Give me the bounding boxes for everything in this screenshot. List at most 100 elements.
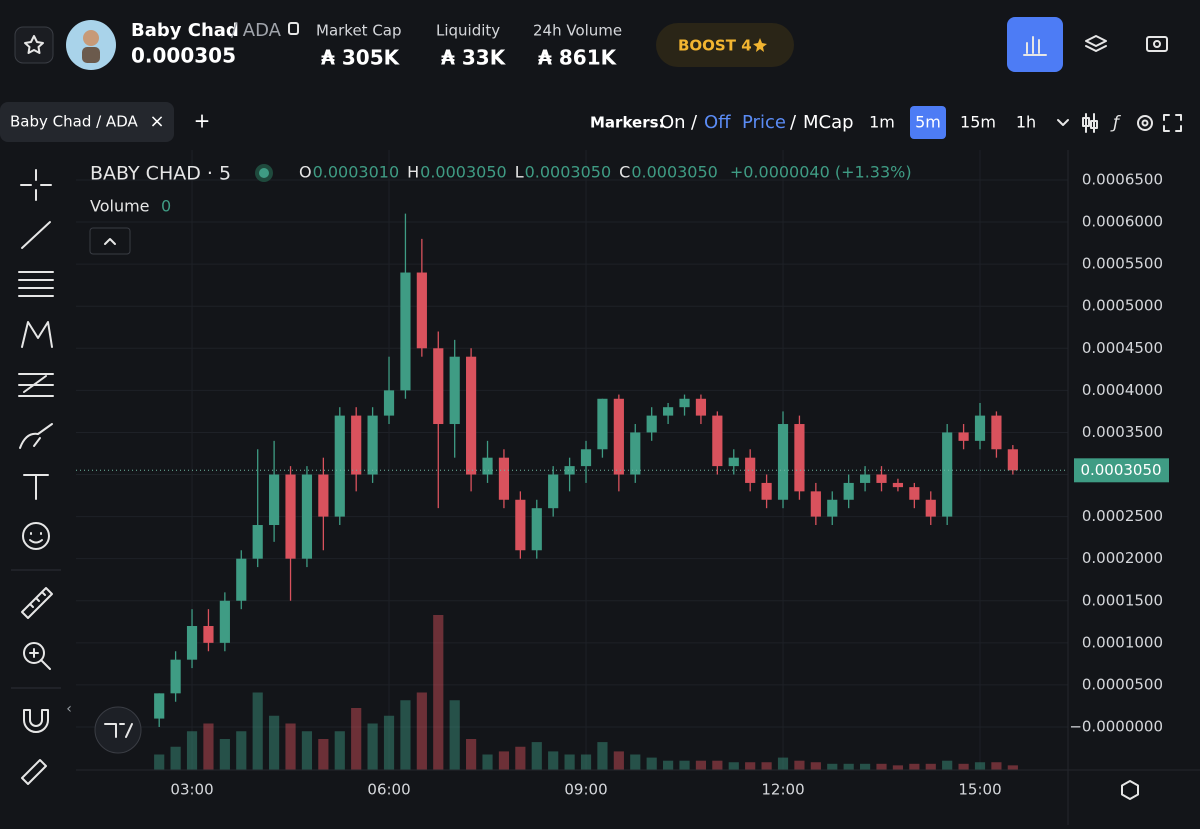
volume-bar — [515, 746, 526, 770]
volume-bar — [580, 754, 592, 770]
volume-bar — [794, 760, 805, 770]
candle-body — [843, 482, 854, 500]
brush-tool[interactable] — [19, 423, 53, 449]
volume-bar — [285, 723, 296, 770]
markers-off[interactable]: Off — [704, 112, 731, 133]
crosshair-tool[interactable] — [20, 169, 52, 201]
volume-bar — [383, 715, 395, 770]
stat-value: ₳ 33K — [441, 46, 507, 70]
mcap-toggle[interactable]: MCap — [803, 112, 854, 133]
boost-label: BOOST 4 — [678, 37, 752, 55]
candle-body — [449, 356, 460, 425]
ohlc-value: 0.0003050 — [525, 163, 612, 182]
settings-icon[interactable] — [1137, 115, 1153, 131]
volume-bar — [679, 760, 690, 770]
ohlc-key: L — [515, 163, 524, 182]
candle-body — [761, 482, 772, 500]
markers-label: Markers: — [590, 114, 665, 132]
tab-close[interactable]: × — [149, 111, 164, 132]
boost-button[interactable] — [656, 23, 794, 67]
text-tool[interactable] — [23, 474, 49, 500]
candle-body — [942, 432, 953, 517]
candle-body — [925, 499, 936, 517]
chevron[interactable] — [1057, 119, 1069, 126]
emoji-tool[interactable] — [22, 522, 50, 550]
separator: / — [691, 112, 698, 133]
volume-bar — [761, 762, 772, 770]
lock-draw-tool[interactable] — [21, 759, 47, 785]
fullscreen-icon[interactable] — [1163, 114, 1182, 132]
pair-quote: / ADA — [231, 20, 282, 41]
x-tick-label: 12:00 — [761, 781, 804, 799]
zoom-tool[interactable] — [23, 642, 45, 664]
indicators-icon[interactable]: ƒ — [1110, 113, 1121, 133]
favorite-button[interactable] — [14, 26, 54, 64]
cash-icon[interactable] — [1146, 36, 1168, 52]
candles-icon[interactable] — [1082, 113, 1098, 133]
pattern-tool[interactable] — [21, 321, 53, 348]
pair-name: Baby Chad — [131, 20, 239, 41]
candle-body — [777, 424, 789, 500]
candle-body — [433, 348, 444, 425]
add-tab[interactable]: + — [194, 109, 211, 133]
y-tick-label: 0.0001500 — [1082, 591, 1163, 609]
copy-icon[interactable] — [288, 22, 299, 35]
candle-body — [301, 474, 313, 559]
collapse-toolbar[interactable]: ‹ — [66, 701, 72, 717]
ruler-tool[interactable] — [21, 587, 53, 619]
magnet-tool[interactable] — [23, 709, 49, 733]
volume-bar — [892, 765, 904, 770]
candle-body — [498, 457, 510, 500]
candle-body — [597, 398, 608, 450]
collapse-legend[interactable] — [89, 227, 131, 255]
candle-body — [334, 415, 345, 517]
y-tick-label: 0.0005500 — [1082, 255, 1163, 273]
price-toggle[interactable]: Price — [742, 112, 786, 133]
zoom-handle — [29, 648, 51, 670]
chart-view-button[interactable] — [1007, 17, 1063, 72]
cash-icon-dot — [1153, 40, 1161, 48]
layers-icon[interactable] — [1085, 35, 1107, 52]
y-tick-label: 0.0006000 — [1082, 213, 1163, 231]
volume-bar — [154, 754, 165, 770]
interval[interactable]: 1h — [1016, 113, 1036, 132]
volume-bar — [777, 757, 789, 770]
fib-tool[interactable] — [18, 271, 54, 297]
candle-body — [827, 499, 838, 517]
candle-body — [367, 415, 378, 475]
emoji-face — [29, 532, 43, 544]
volume-bar — [745, 762, 756, 770]
volume-bar — [466, 739, 477, 770]
projection-tool[interactable] — [18, 373, 54, 397]
ohlc-key: O — [299, 163, 312, 182]
candle-body — [728, 457, 739, 467]
interval[interactable]: 5m — [915, 113, 941, 132]
candle-body — [580, 449, 592, 467]
y-tick-label: 0.0004000 — [1082, 381, 1163, 399]
volume-bar — [548, 751, 559, 770]
x-tick-label: 03:00 — [170, 781, 213, 799]
boost-star — [753, 38, 767, 52]
candle-body — [318, 474, 329, 517]
markers-on[interactable]: On — [660, 112, 686, 133]
interval[interactable]: 1m — [869, 113, 895, 132]
volume-bar — [974, 762, 986, 770]
tab[interactable] — [0, 102, 174, 142]
volume-bar — [170, 746, 181, 770]
candle-body — [351, 415, 362, 475]
tv-logo[interactable] — [94, 706, 142, 754]
candle-body — [482, 457, 493, 475]
axis-settings[interactable] — [1121, 780, 1139, 800]
last-price-badge — [1074, 458, 1169, 483]
candle-body — [876, 474, 887, 483]
volume-bar — [367, 723, 378, 770]
volume-bar — [186, 731, 198, 770]
y-tick-label: 0.0001000 — [1082, 633, 1163, 651]
candle-body — [991, 415, 1002, 450]
volume-bar — [449, 700, 460, 770]
trendline-tool[interactable] — [21, 221, 51, 249]
volume-legend-value: 0 — [161, 197, 171, 216]
interval[interactable]: 15m — [960, 113, 996, 132]
candle-body — [646, 415, 657, 433]
